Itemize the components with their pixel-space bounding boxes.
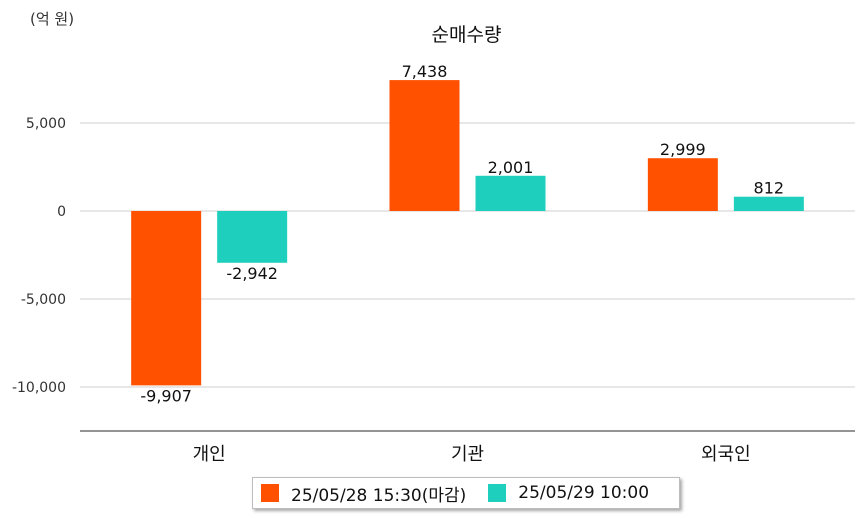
data-label: -2,942 — [226, 264, 278, 283]
data-label: 7,438 — [402, 62, 448, 81]
data-label: 812 — [754, 179, 785, 198]
data-label: -9,907 — [140, 386, 192, 405]
data-label: 2,999 — [660, 140, 706, 159]
legend-item-series-1[interactable]: 25/05/28 15:30(마감) — [261, 481, 466, 506]
y-tick-label: 0 — [57, 204, 66, 220]
chart-title: 순매수량 — [431, 24, 502, 46]
legend-swatch-series-1 — [261, 484, 279, 502]
bar — [475, 175, 546, 211]
y-tick-label: 5,000 — [26, 116, 66, 132]
bar — [733, 196, 804, 211]
x-category-label: 개인 — [193, 444, 226, 465]
bar — [131, 211, 202, 386]
bar — [647, 158, 718, 211]
bar-chart: 5,000 0 -5,000 -10,000 -9,907 -2,942 개인 7,438 2,… — [12, 62, 855, 465]
unit-label: (억 원) — [30, 10, 75, 28]
legend: 25/05/28 15:30(마감) 25/05/29 10:00 — [252, 477, 680, 509]
x-category-label: 기관 — [451, 444, 484, 465]
y-tick-label: -5,000 — [21, 292, 66, 308]
x-category-label: 외국인 — [701, 444, 751, 465]
legend-label-series-1: 25/05/28 15:30(마감) — [291, 485, 467, 506]
legend-label-series-2: 25/05/29 10:00 — [518, 483, 650, 503]
bar — [389, 80, 460, 211]
bar — [217, 211, 288, 263]
legend-item-series-2[interactable]: 25/05/29 10:00 — [488, 483, 649, 503]
data-label: 2,001 — [488, 158, 534, 177]
legend-swatch-series-2 — [488, 484, 507, 502]
y-tick-label: -10,000 — [12, 380, 66, 396]
